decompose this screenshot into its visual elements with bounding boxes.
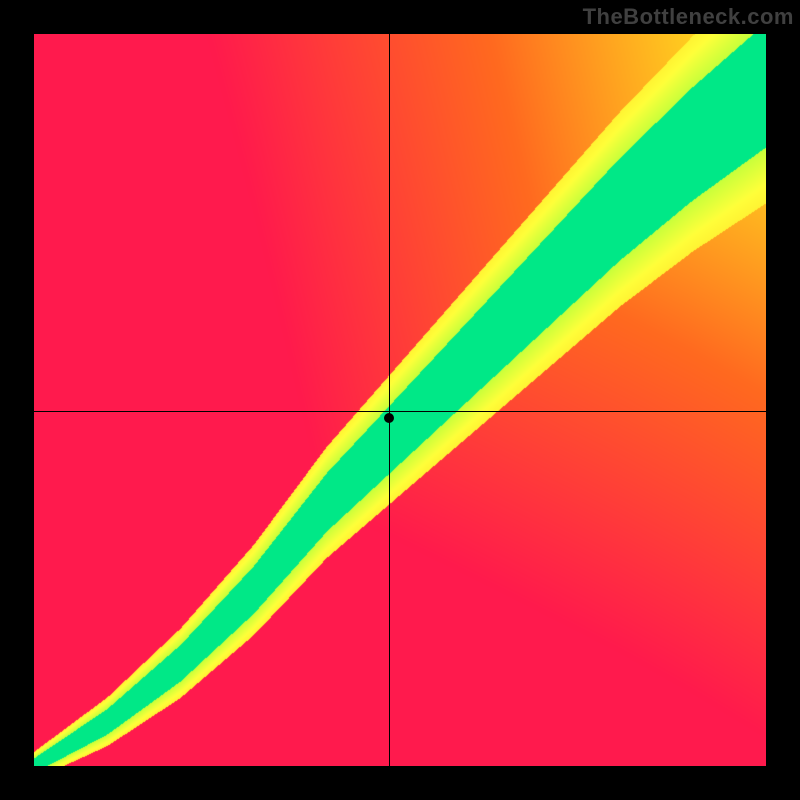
- heatmap-plot: [34, 34, 766, 766]
- chart-frame: TheBottleneck.com: [0, 0, 800, 800]
- crosshair-horizontal: [34, 411, 766, 412]
- watermark-text: TheBottleneck.com: [583, 4, 794, 30]
- heatmap-canvas: [34, 34, 766, 766]
- crosshair-vertical: [389, 34, 390, 766]
- intersection-marker: [384, 413, 394, 423]
